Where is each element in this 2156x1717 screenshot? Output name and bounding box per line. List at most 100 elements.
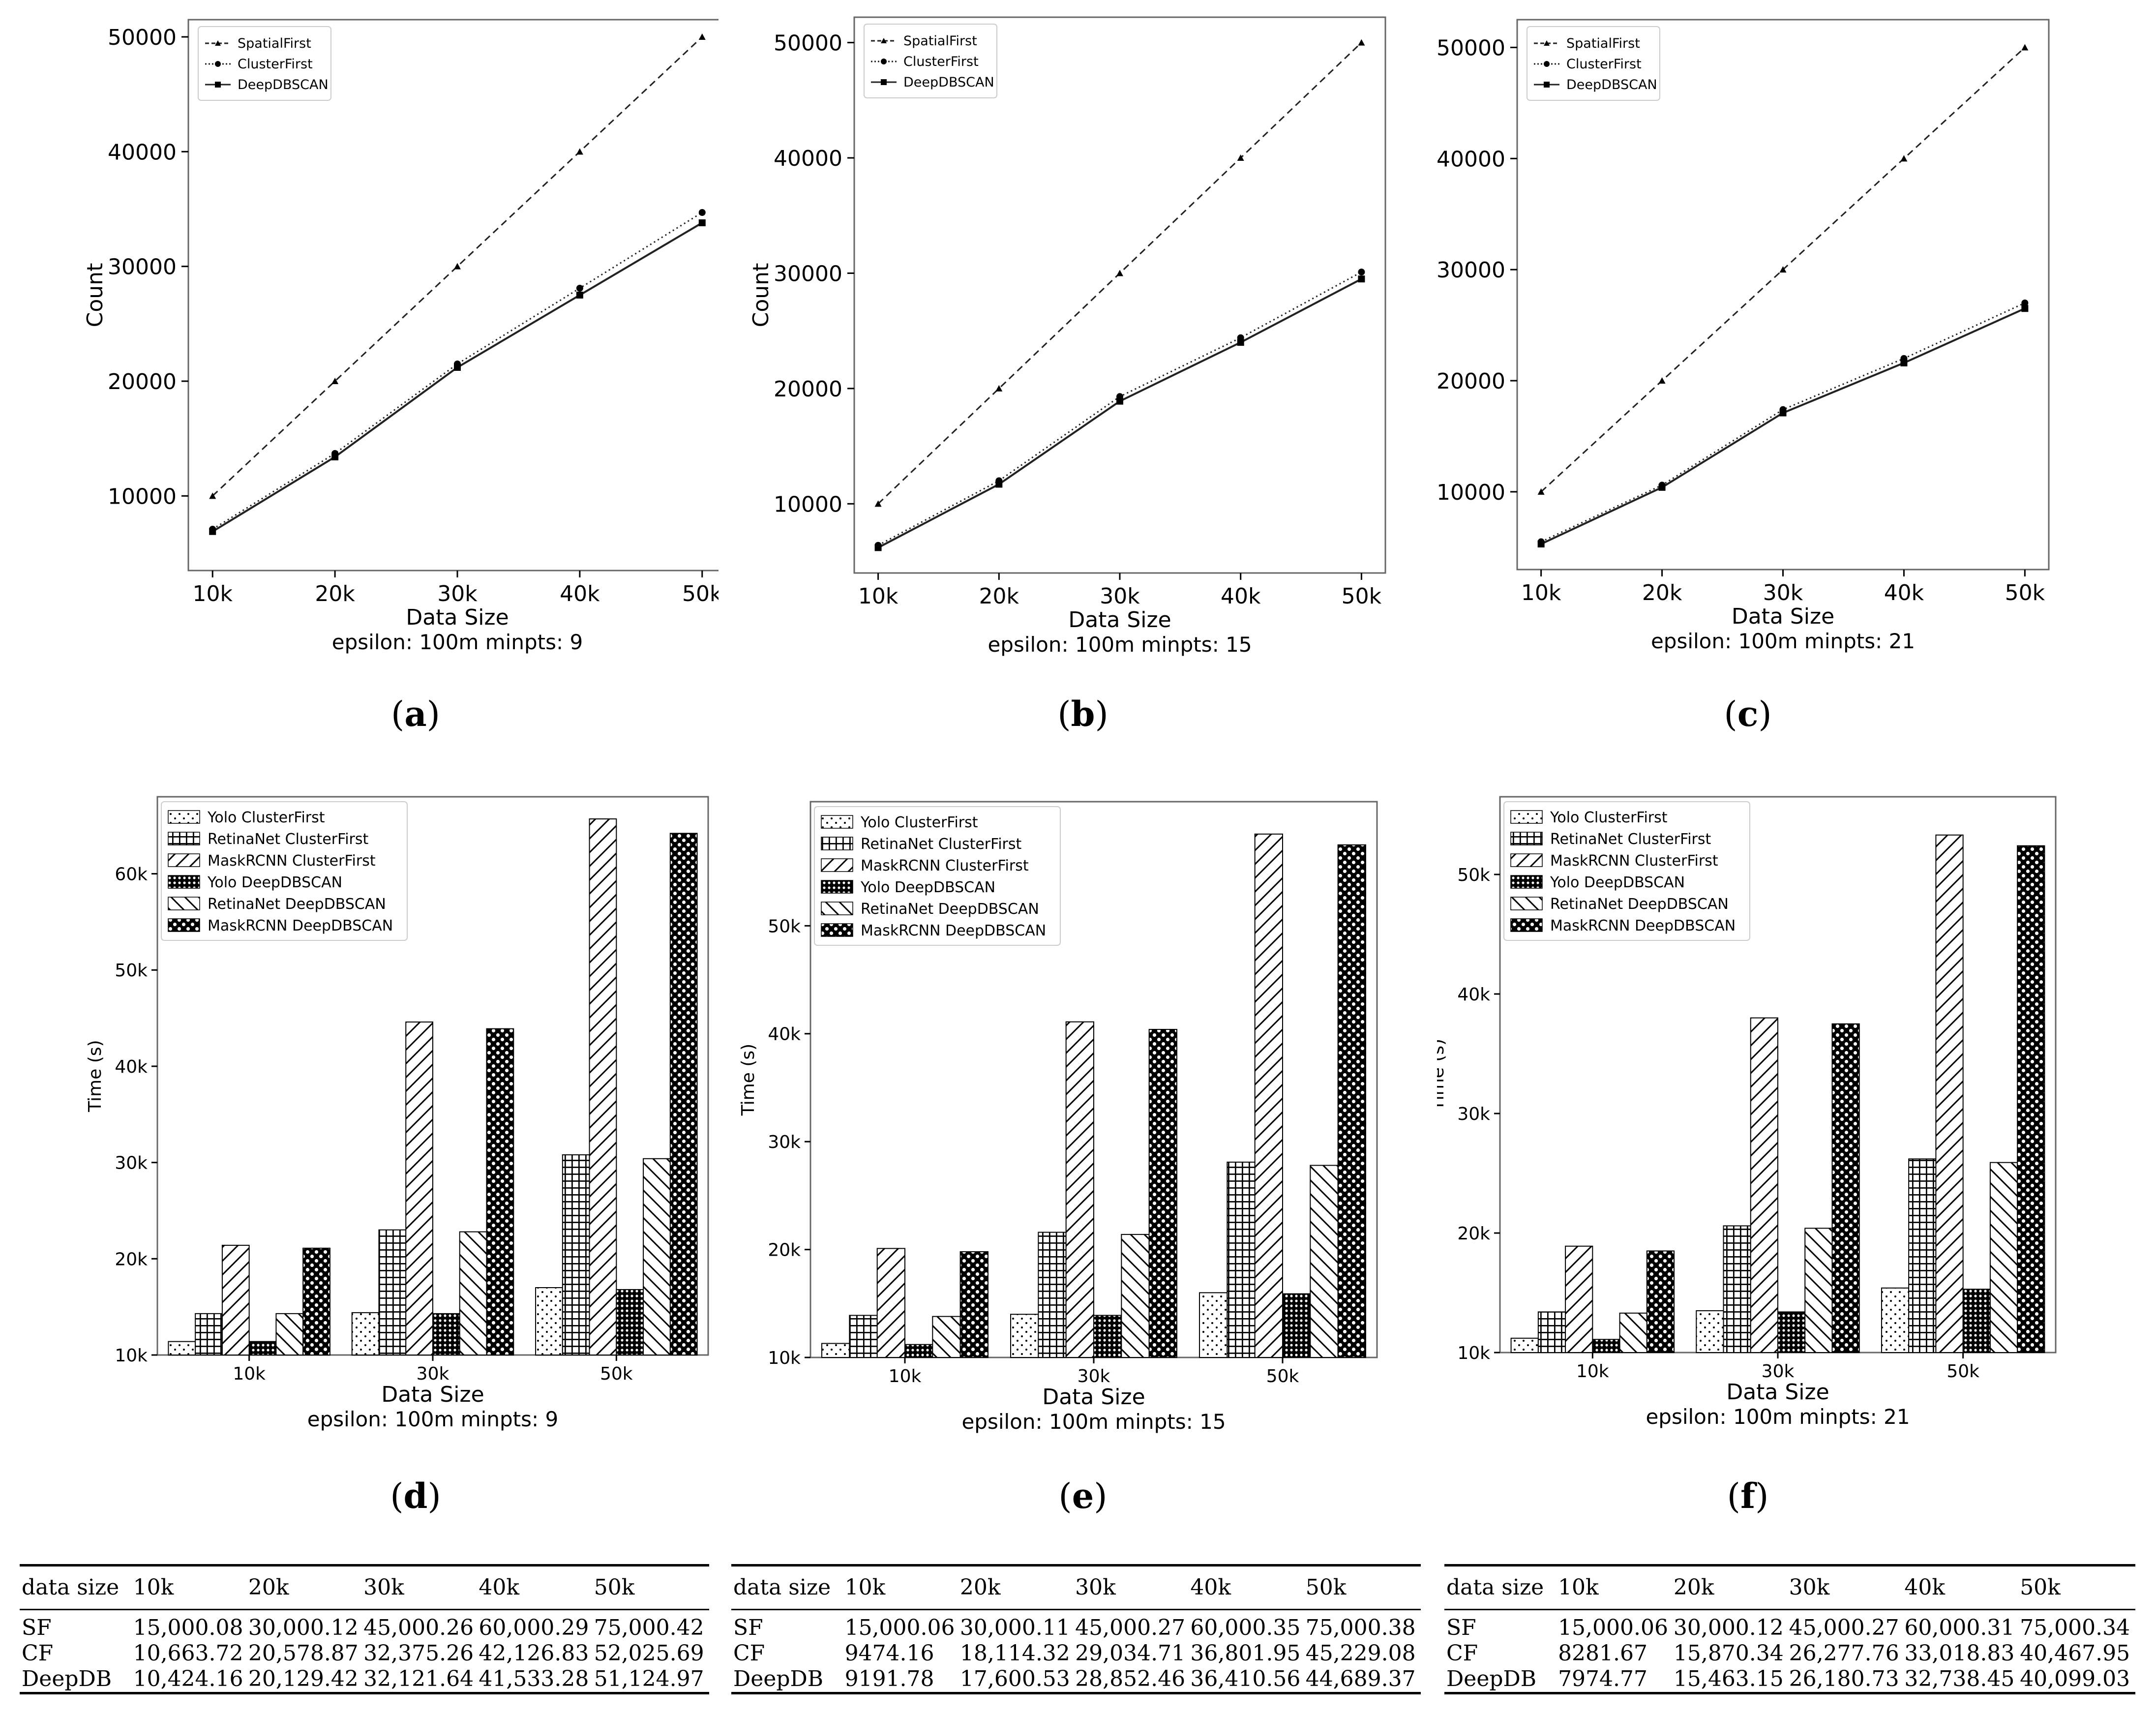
legend-box xyxy=(1503,801,1750,941)
table-cell: 10k xyxy=(1558,1575,1599,1600)
data-point xyxy=(995,385,1003,392)
legend-label: ClusterFirst xyxy=(238,57,313,72)
data-point xyxy=(1116,397,1123,405)
time-bar-chart-d: 10k 20k 30k 40k 50k 60k 10k 30k 50k Data Sizeepsi… xyxy=(85,796,709,1431)
legend-swatch xyxy=(168,832,200,845)
bar xyxy=(1831,1023,1860,1353)
table-cell: 40k xyxy=(479,1575,520,1600)
data-point xyxy=(331,453,339,460)
data-point xyxy=(1779,409,1787,417)
bar xyxy=(1093,1315,1122,1358)
plot-frame xyxy=(1516,19,2050,571)
table-row: DeepDB 9191.78 17,600.53 28,852.46 36,410.56… xyxy=(731,1666,1421,1692)
table-cell: 36,801.95 xyxy=(1190,1641,1301,1666)
legend-label: RetinaNet DeepDBSCAN xyxy=(1550,896,1729,913)
table-cell: 15,000.06 xyxy=(1558,1615,1668,1640)
y-tick-label: 10k xyxy=(768,1348,801,1368)
x-axis-label: Data Size xyxy=(381,1382,484,1407)
chart-subtitle: epsilon: 100m minpts: 21 xyxy=(1651,629,1915,653)
table-row: SF 15,000.06 30,000.12 45,000.27 60,000.31 75… xyxy=(1444,1615,2135,1641)
data-point xyxy=(2021,299,2029,306)
table-cell: 30,000.12 xyxy=(248,1615,359,1640)
legend-swatch xyxy=(821,837,853,850)
bar xyxy=(275,1313,304,1356)
bar xyxy=(1254,833,1284,1358)
x-tick-label: 10k xyxy=(192,581,233,606)
table-cell: 75,000.38 xyxy=(1305,1615,1416,1640)
legend-marker xyxy=(881,59,887,64)
bar xyxy=(1908,1158,1937,1353)
y-axis-label: Time (s) xyxy=(738,1044,758,1116)
y-tick-label: 50000 xyxy=(108,25,177,50)
table-cell: 60,000.35 xyxy=(1190,1615,1301,1640)
y-tick-label: 10000 xyxy=(774,492,842,517)
bar xyxy=(1010,1314,1039,1358)
legend-label: Yolo ClusterFirst xyxy=(207,809,325,826)
data-point xyxy=(1537,488,1545,495)
table-row: DeepDB 10,424.16 20,129.42 32,121.64 41,533.… xyxy=(20,1666,709,1692)
legend-label: MaskRCNN DeepDBSCAN xyxy=(208,917,393,934)
data-point xyxy=(1779,266,1787,273)
table-cell: 20,129.42 xyxy=(248,1666,359,1691)
x-axis-label: Data Size xyxy=(1042,1385,1145,1410)
table-header: data size 10k 20k 30k 40k 50k xyxy=(731,1566,1421,1610)
table-cell: 33,018.83 xyxy=(1904,1641,2015,1666)
legend-swatch xyxy=(821,923,853,937)
x-tick-label: 50k xyxy=(1266,1366,1299,1386)
count-line-chart-c: 10000 20000 30000 40000 50000 10k 20k 30k 40k 50k… xyxy=(1437,19,2050,653)
legend-marker xyxy=(1544,61,1550,67)
bar xyxy=(1646,1250,1675,1353)
x-axis-label: Data Size xyxy=(1732,604,1834,629)
legend-label: DeepDBSCAN xyxy=(903,75,994,90)
data-point xyxy=(698,219,706,226)
bar xyxy=(1038,1232,1067,1358)
row-label: CF xyxy=(22,1641,54,1666)
chart-subtitle: epsilon: 100m minpts: 15 xyxy=(988,633,1252,657)
bar xyxy=(1962,1289,1991,1354)
bar xyxy=(616,1289,644,1356)
row-label: data size xyxy=(1446,1575,1544,1600)
bar xyxy=(1804,1228,1833,1353)
table-cell: 9191.78 xyxy=(844,1666,934,1691)
legend-swatch xyxy=(168,918,200,932)
plot-frame xyxy=(187,19,719,572)
y-tick-label: 30k xyxy=(1457,1104,1490,1124)
bar xyxy=(821,1343,850,1358)
row-label: SF xyxy=(733,1615,763,1640)
y-tick-label: 10000 xyxy=(1437,480,1505,505)
bar xyxy=(959,1251,988,1358)
table-cell: 10,663.72 xyxy=(133,1641,243,1666)
legend-label: ClusterFirst xyxy=(903,54,979,69)
table-cell: 17,600.53 xyxy=(959,1666,1070,1691)
legend-marker xyxy=(881,38,887,43)
table-row: SF 15,000.06 30,000.11 45,000.27 60,000.35 75… xyxy=(731,1615,1421,1641)
bar xyxy=(302,1247,330,1356)
legend-swatch xyxy=(168,875,200,889)
legend-box xyxy=(198,26,331,101)
table-cell: 20k xyxy=(959,1575,1001,1600)
bar xyxy=(904,1344,933,1358)
bar xyxy=(1777,1311,1806,1353)
legend-marker xyxy=(215,82,221,88)
table-row: CF 9474.16 18,114.32 29,034.71 36,801.95 45,2… xyxy=(731,1641,1421,1666)
table-cell: 51,124.97 xyxy=(594,1666,704,1691)
bar xyxy=(351,1312,380,1356)
legend-label: Yolo DeepDBSCAN xyxy=(1550,874,1685,891)
legend-label: MaskRCNN ClusterFirst xyxy=(861,857,1029,874)
bar xyxy=(669,833,698,1356)
y-tick-label: 20k xyxy=(768,1240,801,1261)
panel-label-b: (b) xyxy=(1057,693,1108,734)
legend-label: DeepDBSCAN xyxy=(1566,77,1657,92)
table-cell: 15,000.08 xyxy=(133,1615,243,1640)
y-tick-label: 60k xyxy=(115,865,148,885)
table-cell: 75,000.42 xyxy=(594,1615,704,1640)
x-tick-label: 10k xyxy=(233,1364,266,1384)
table-cell: 50k xyxy=(594,1575,635,1600)
x-tick-label: 20k xyxy=(979,584,1019,609)
series-line-clusterfirst xyxy=(212,211,703,530)
x-tick-label: 40k xyxy=(1221,584,1261,609)
table-cell: 32,375.26 xyxy=(363,1641,474,1666)
y-tick-label: 10k xyxy=(1457,1343,1490,1363)
series-line-deepdbscan xyxy=(877,278,1362,549)
series-line-clusterfirst xyxy=(1541,302,2025,542)
